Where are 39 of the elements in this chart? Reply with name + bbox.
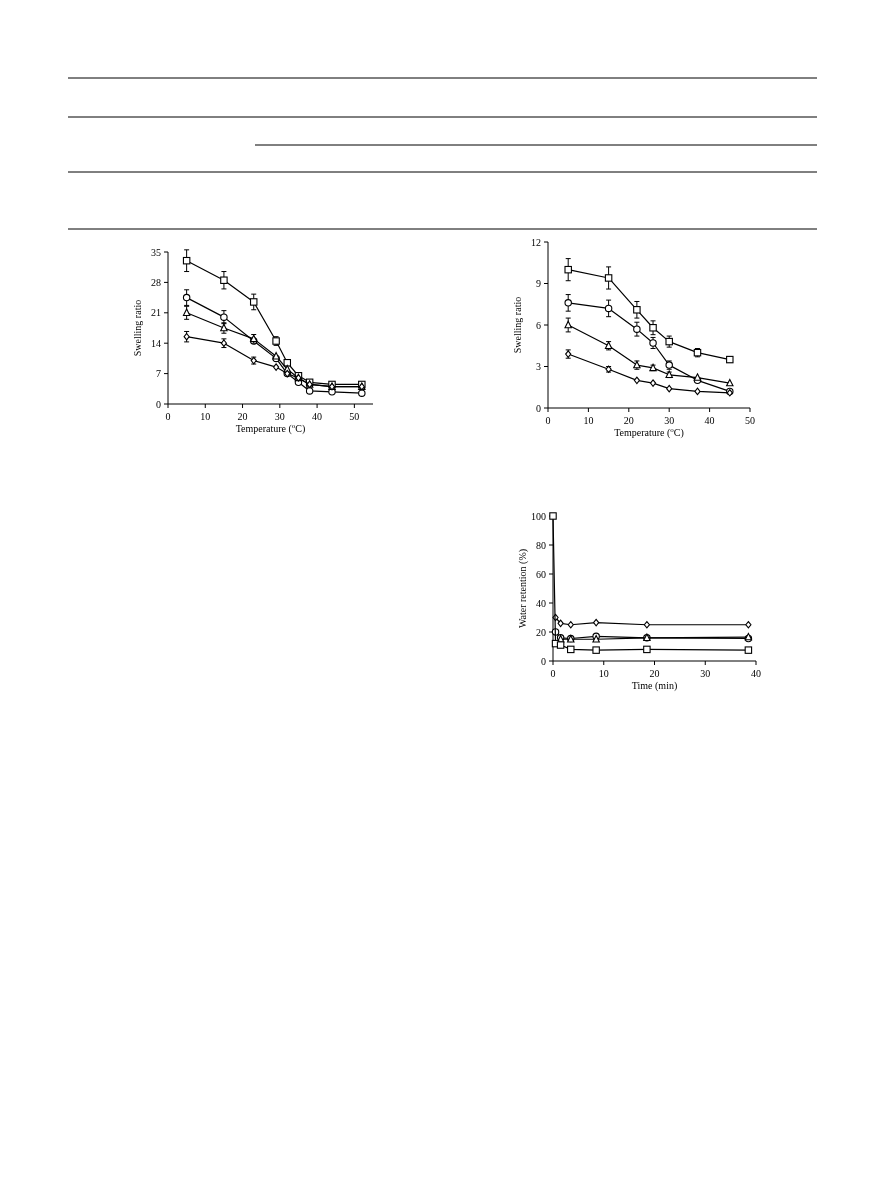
y-axis-title: Water retention (%): [517, 548, 529, 629]
y-tick-label: 3: [536, 361, 541, 372]
y-tick-label: 7: [156, 368, 161, 380]
y-tick-label: 12: [531, 236, 541, 248]
y-tick-label: 9: [536, 278, 541, 289]
x-tick-label: 30: [700, 668, 711, 679]
x-tick-label: 0: [165, 411, 171, 422]
x-tick-label: 40: [751, 668, 761, 679]
y-tick-label: 6: [536, 319, 541, 331]
x-tick-label: 50: [745, 415, 755, 426]
x-tick-label: 20: [623, 415, 634, 426]
y-tick-label: 14: [151, 337, 161, 349]
x-tick-label: 0: [550, 668, 556, 679]
y-tick-label: 60: [536, 568, 546, 580]
y-tick-label: 80: [536, 539, 546, 551]
y-tick-label: 35: [151, 246, 161, 258]
x-axis-title: Temperature ($^{o}$C): [235, 422, 306, 435]
x-tick-label: 10: [200, 411, 211, 422]
x-tick-label: 30: [664, 415, 675, 426]
y-tick-label: 21: [151, 307, 161, 319]
x-tick-label: 20: [649, 668, 660, 679]
x-tick-label: 10: [598, 668, 609, 679]
y-tick-label: 28: [151, 276, 161, 288]
x-axis-title: Time (min): [631, 680, 678, 692]
y-tick-label: 0: [536, 402, 541, 414]
y-tick-label: 40: [536, 597, 546, 609]
x-tick-label: 30: [274, 411, 285, 422]
x-tick-label: 10: [583, 415, 594, 426]
x-tick-label: 40: [704, 415, 715, 426]
x-axis-title: Temperature ($^{o}$C): [614, 426, 684, 439]
x-tick-label: 50: [349, 411, 360, 422]
y-tick-label: 100: [531, 510, 546, 522]
y-axis-title: Swelling ratio: [132, 299, 143, 357]
x-tick-label: 40: [312, 411, 323, 422]
x-tick-label: 20: [237, 411, 248, 422]
y-axis-title: Swelling ratio: [512, 296, 523, 354]
y-tick-label: 0: [156, 398, 161, 410]
y-tick-label: 20: [536, 626, 546, 638]
y-tick-label: 0: [541, 655, 546, 667]
